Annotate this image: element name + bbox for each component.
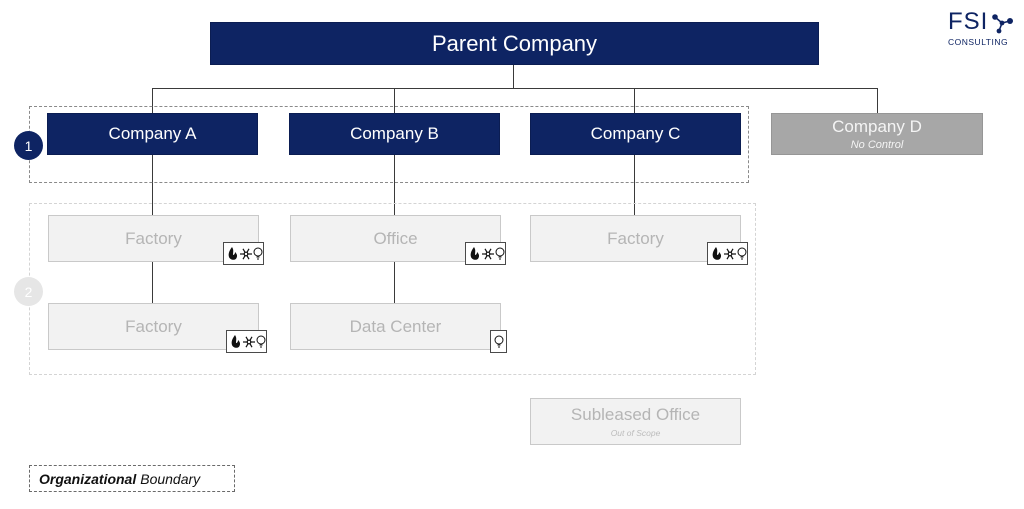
company-c-label: Company C bbox=[590, 124, 681, 143]
scope-icons-a-factory-2 bbox=[226, 330, 267, 353]
connector-company-b bbox=[394, 88, 395, 113]
connector-parent-trunk bbox=[513, 65, 514, 88]
connector-a-factory bbox=[152, 155, 153, 215]
fire-icon bbox=[712, 246, 722, 260]
fire-icon bbox=[228, 246, 238, 260]
legend-text: Boundary bbox=[140, 470, 201, 487]
facility-label: Factory bbox=[607, 228, 664, 248]
legend-bold-text: Organizational bbox=[39, 470, 137, 487]
company-a-node: Company A bbox=[47, 113, 258, 155]
organizational-boundary-legend: Organizational Boundary bbox=[29, 465, 235, 492]
scope-icons-a-factory bbox=[223, 242, 264, 265]
subleased-office-note: Out of Scope bbox=[610, 428, 661, 438]
connector-c-factory bbox=[634, 155, 635, 215]
company-d-note: No Control bbox=[850, 139, 904, 151]
fire-icon bbox=[231, 334, 241, 348]
bulb-icon bbox=[253, 247, 263, 259]
logo-subtitle: CONSULTING bbox=[948, 37, 1009, 47]
fire-icon bbox=[470, 246, 480, 260]
snowflake-icon bbox=[724, 248, 736, 259]
facility-label: Data Center bbox=[349, 316, 442, 336]
company-b-node: Company B bbox=[289, 113, 500, 155]
facility-b-datacenter-node: Data Center bbox=[290, 303, 501, 350]
connector-company-d bbox=[877, 88, 878, 113]
scope-icons-b-datacenter bbox=[490, 330, 507, 353]
facility-c-factory-node: Factory bbox=[530, 215, 741, 262]
logo-wordmark: FSI bbox=[948, 8, 989, 35]
company-a-label: Company A bbox=[108, 124, 197, 143]
company-b-label: Company B bbox=[350, 124, 439, 143]
company-c-node: Company C bbox=[530, 113, 741, 155]
facility-a-factory-2-node: Factory bbox=[48, 303, 259, 350]
snowflake-icon bbox=[243, 336, 255, 347]
facility-b-office-node: Office bbox=[290, 215, 501, 262]
subleased-office-node: Subleased Office Out of Scope bbox=[530, 398, 741, 445]
bulb-icon bbox=[495, 247, 505, 259]
bulb-icon bbox=[494, 335, 504, 347]
scope-icons-b-office bbox=[465, 242, 506, 265]
parent-company-label: Parent Company bbox=[431, 30, 598, 56]
level-2-badge: 2 bbox=[14, 277, 43, 306]
network-icon bbox=[992, 14, 1013, 34]
level-1-badge: 1 bbox=[14, 131, 43, 160]
fsi-consulting-logo: FSI CONSULTING bbox=[946, 8, 1016, 50]
snowflake-icon bbox=[482, 248, 494, 259]
connector-horizontal-bus bbox=[152, 88, 878, 89]
company-d-label: Company D bbox=[832, 117, 922, 136]
bulb-icon bbox=[737, 247, 747, 259]
facility-label: Factory bbox=[125, 228, 182, 248]
connector-company-a bbox=[152, 88, 153, 113]
connector-b-datacenter bbox=[394, 262, 395, 303]
scope-icons-c-factory bbox=[707, 242, 748, 265]
facility-label: Office bbox=[373, 228, 418, 248]
connector-a-factory-2 bbox=[152, 262, 153, 303]
snowflake-icon bbox=[240, 248, 252, 259]
parent-company-node: Parent Company bbox=[210, 22, 819, 65]
subleased-office-label: Subleased Office bbox=[570, 405, 701, 424]
connector-company-c bbox=[634, 88, 635, 113]
facility-label: Factory bbox=[125, 316, 182, 336]
company-d-node: Company D No Control bbox=[771, 113, 983, 155]
connector-b-office bbox=[394, 155, 395, 215]
bulb-icon bbox=[256, 335, 266, 347]
